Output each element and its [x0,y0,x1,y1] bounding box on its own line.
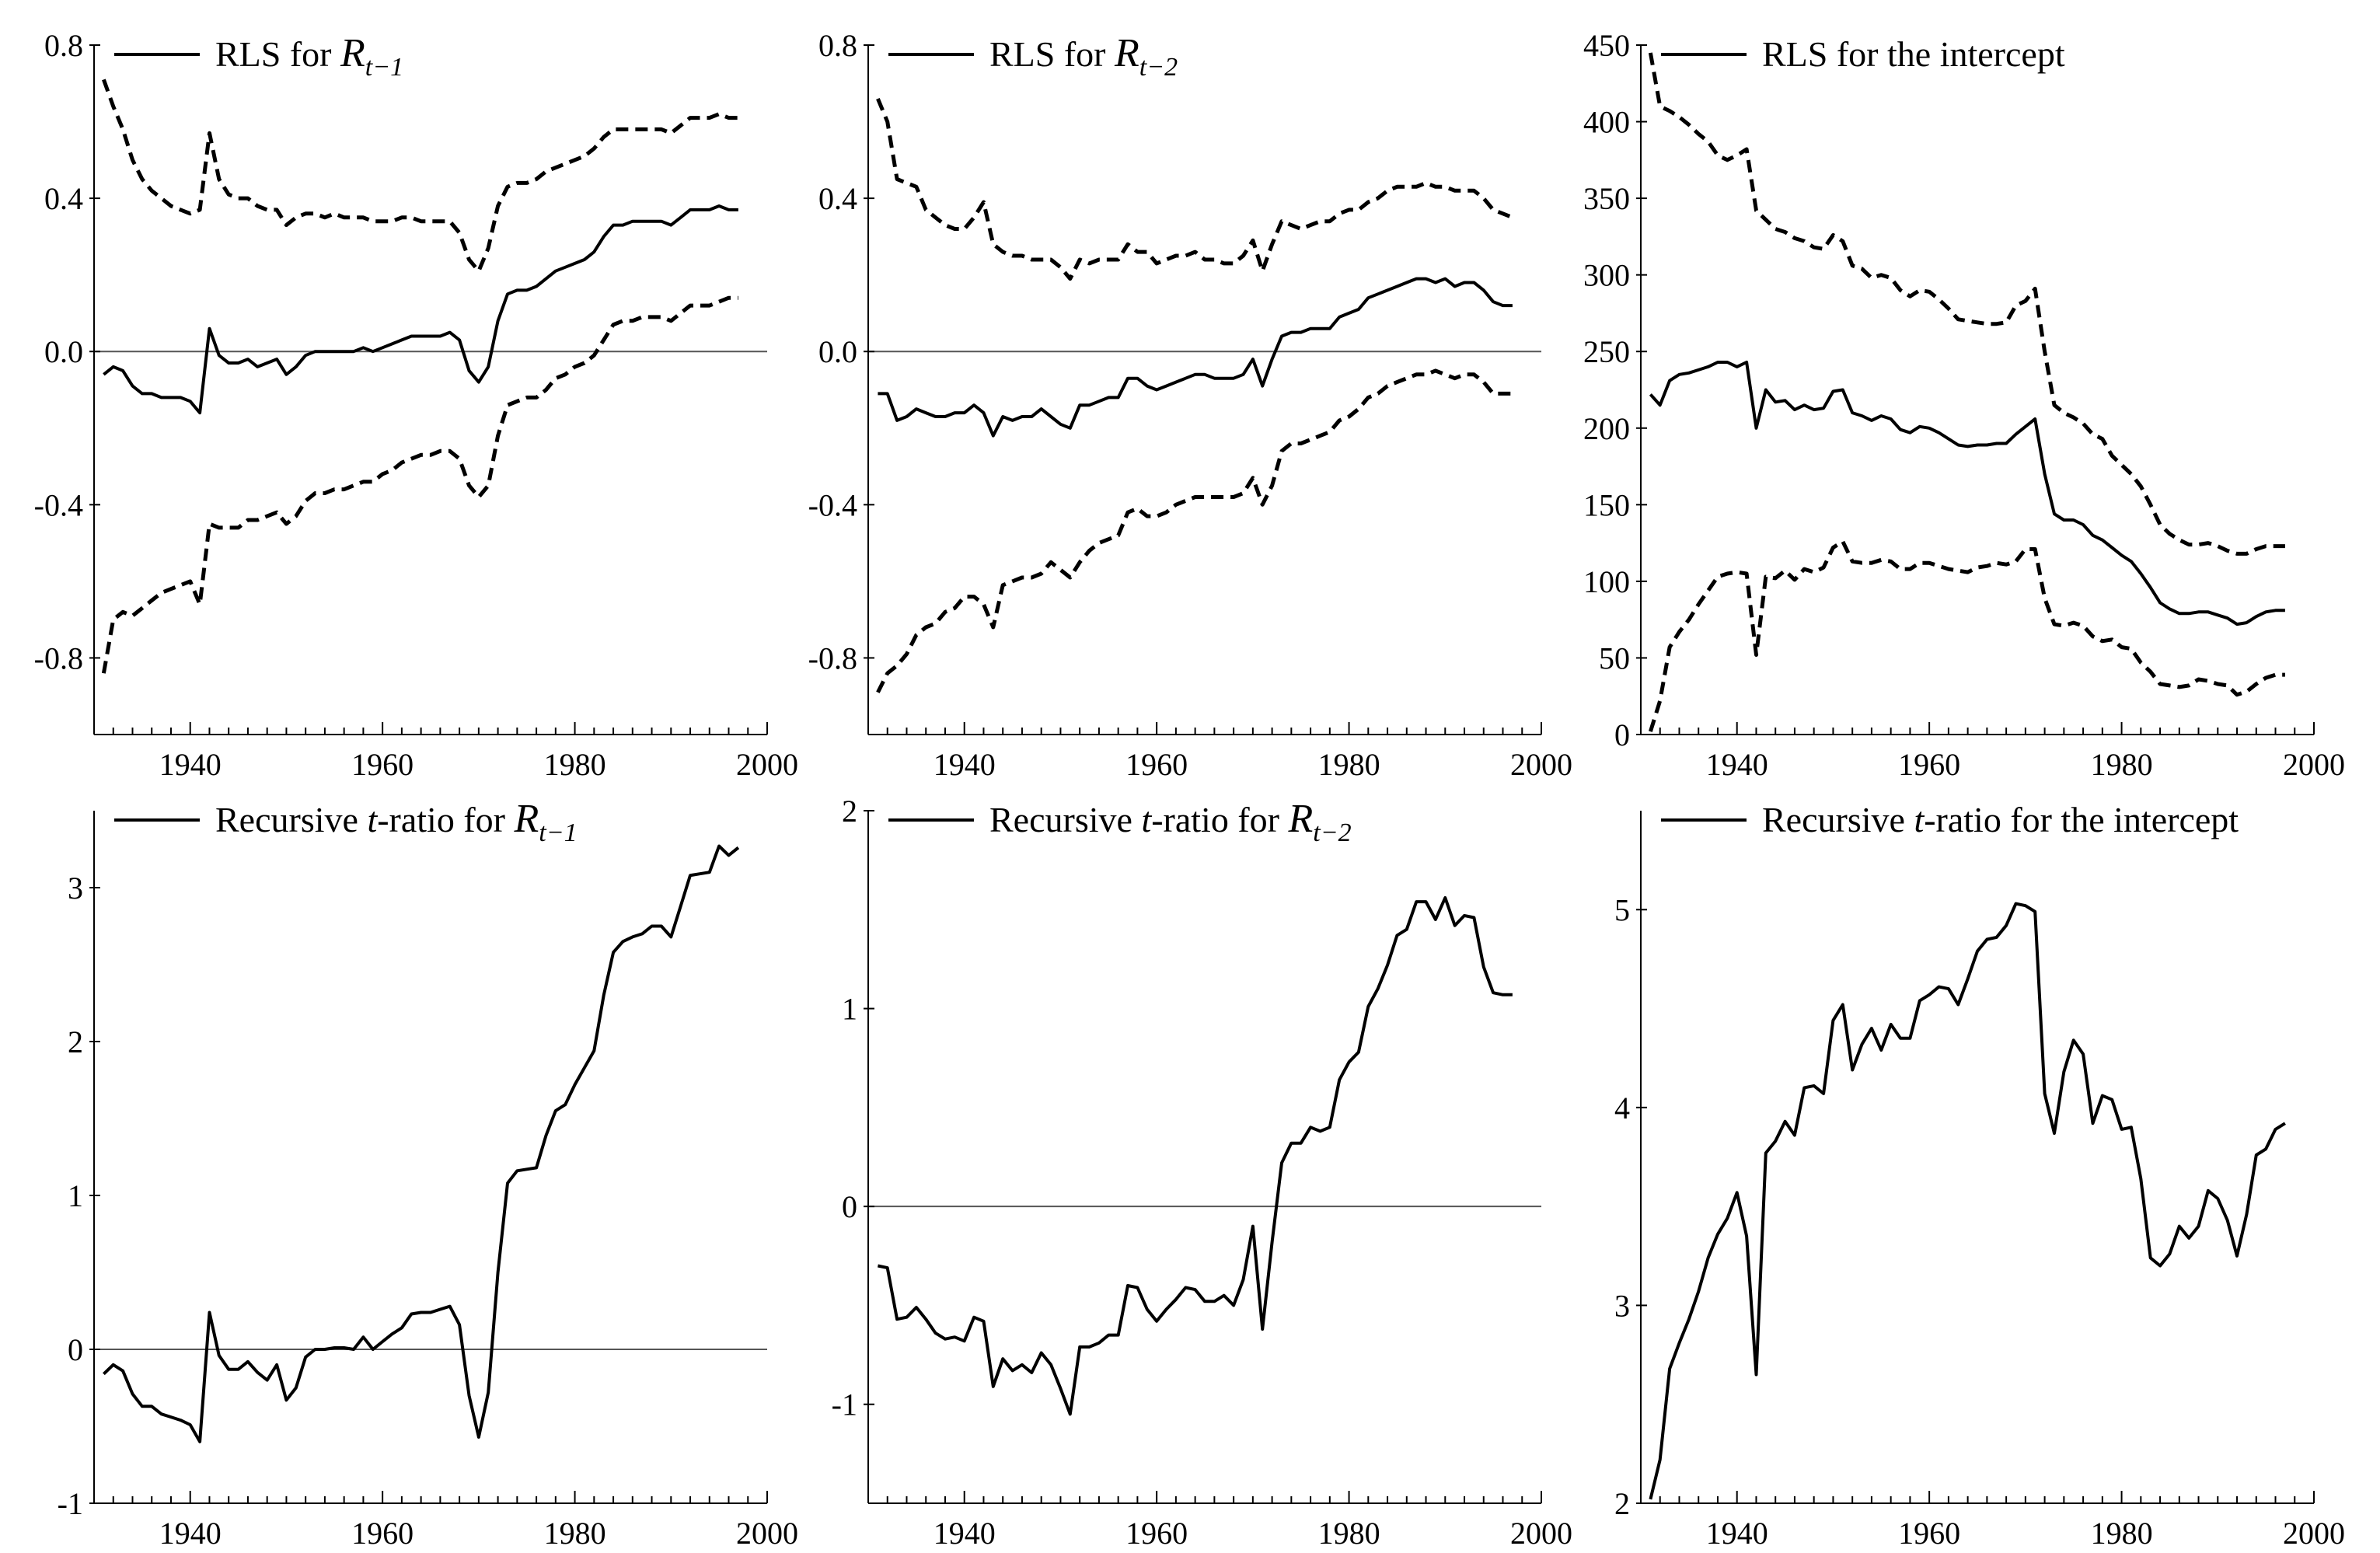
series-line-rls-estimate [103,204,738,415]
series-line-lower-bound [101,295,738,674]
y-tick-label: 3 [68,871,83,906]
y-tick-label: 5 [1614,892,1630,927]
x-tick-label: 1980 [2091,1516,2153,1551]
x-tick-label: 1940 [934,747,996,782]
x-tick-label: 1960 [1125,747,1188,782]
legend: Recursive t-ratio for Rt−2 [888,797,1352,847]
series-line-t-ratio [1649,902,2286,1500]
y-tick-label: 3 [1614,1288,1630,1323]
legend-label: Recursive t-ratio for Rt−1 [215,797,578,847]
x-tick-label: 2000 [2283,747,2345,782]
legend-label: RLS for Rt−1 [215,31,403,82]
y-tick-label: -0.4 [808,487,857,522]
y-tick-label: 300 [1583,258,1630,293]
x-tick-label: 1980 [2091,747,2153,782]
y-tick-label: 1 [842,992,857,1027]
y-tick-label: 450 [1583,28,1630,63]
y-tick-label: 2 [1614,1486,1630,1521]
series-line-upper-bound [102,79,738,274]
y-tick-label: 0.0 [44,334,83,369]
y-tick-label: -0.8 [808,640,857,675]
x-tick-label: 2000 [736,747,798,782]
series-line-upper-bound [1648,52,2285,556]
x-tick-label: 1980 [544,747,606,782]
x-tick-label: 2000 [2283,1516,2345,1551]
y-tick-label: -0.4 [34,487,83,522]
x-tick-label: 1960 [1898,747,1960,782]
x-tick-label: 2000 [1510,1516,1572,1551]
legend-label: Recursive t-ratio for Rt−2 [989,797,1352,847]
x-tick-label: 1960 [1125,1516,1188,1551]
y-tick-label: 50 [1599,640,1630,675]
legend-label: RLS for Rt−2 [989,31,1178,82]
x-tick-label: 1980 [1318,1516,1380,1551]
x-tick-label: 1980 [544,1516,606,1551]
x-tick-label: 1960 [1898,1516,1960,1551]
x-tick-label: 1940 [1706,1516,1768,1551]
legend: Recursive t-ratio for the intercept [1661,800,2239,839]
x-tick-label: 1960 [351,1516,414,1551]
y-tick-label: 100 [1583,564,1630,599]
series-line-lower-bound [876,368,1513,693]
chart-panel-rls_intercept: 0 50 100 150 200 250 300 350 400 450 1940 1960 1980 2… [1583,28,2345,782]
legend: RLS for the intercept [1661,34,2065,74]
x-tick-label: 1960 [351,747,414,782]
chart-panel-rls_r1: -0.8 -0.4 0.0 0.4 0.8 1940 1960 1980 2000 RLS for… [34,28,798,782]
y-tick-label: 0.4 [44,181,83,216]
series-line-upper-bound [876,98,1513,281]
y-tick-label: 1 [68,1178,83,1213]
x-tick-label: 1980 [1318,747,1380,782]
y-tick-label: 0 [68,1332,83,1367]
y-tick-label: -1 [832,1387,857,1422]
y-tick-label: 150 [1583,487,1630,522]
y-tick-label: 200 [1583,411,1630,446]
y-tick-label: -1 [58,1486,83,1521]
series-line-lower-bound [1649,539,2285,732]
y-tick-label: 4 [1614,1091,1630,1125]
y-tick-label: 0.8 [44,28,83,63]
legend: RLS for Rt−1 [114,31,403,82]
y-tick-label: 0 [842,1189,857,1224]
legend: RLS for Rt−2 [888,31,1178,82]
x-tick-label: 1940 [159,747,222,782]
y-tick-label: 350 [1583,181,1630,216]
y-tick-label: 0.8 [818,28,857,63]
chart-panel-t_r2: -1 0 1 2 1940 1960 1980 2000 Recursive t-ratio f… [832,794,1572,1551]
y-tick-label: -0.8 [34,640,83,675]
y-tick-label: 2 [68,1024,83,1059]
series-line-rls-estimate [878,277,1513,438]
legend: Recursive t-ratio for Rt−1 [114,797,578,847]
x-tick-label: 1940 [159,1516,222,1551]
y-tick-label: 400 [1583,105,1630,140]
y-tick-label: 0.4 [818,181,857,216]
y-tick-label: 0 [1614,717,1630,752]
y-tick-label: 250 [1583,334,1630,369]
series-line-t-ratio [877,896,1513,1416]
chart-panel-t_r1: -1 0 1 2 3 1940 1960 1980 2000 Recursive t-ratio … [58,797,798,1551]
series-line-t-ratio [103,844,740,1443]
x-tick-label: 1940 [1706,747,1768,782]
chart-panel-rls_r2: -0.8 -0.4 0.0 0.4 0.8 1940 1960 1980 2000 RLS for… [808,28,1572,782]
chart-panel-t_intercept: 2 3 4 5 1940 1960 1980 2000 Recursive t-ratio fo… [1614,800,2345,1551]
x-tick-label: 2000 [1510,747,1572,782]
x-tick-label: 1940 [934,1516,996,1551]
legend-label: RLS for the intercept [1762,34,2065,74]
y-tick-label: 0.0 [818,334,857,369]
y-tick-label: 2 [842,794,857,829]
series-line-rls-estimate [1649,361,2285,626]
legend-label: Recursive t-ratio for the intercept [1762,800,2239,839]
x-tick-label: 2000 [736,1516,798,1551]
